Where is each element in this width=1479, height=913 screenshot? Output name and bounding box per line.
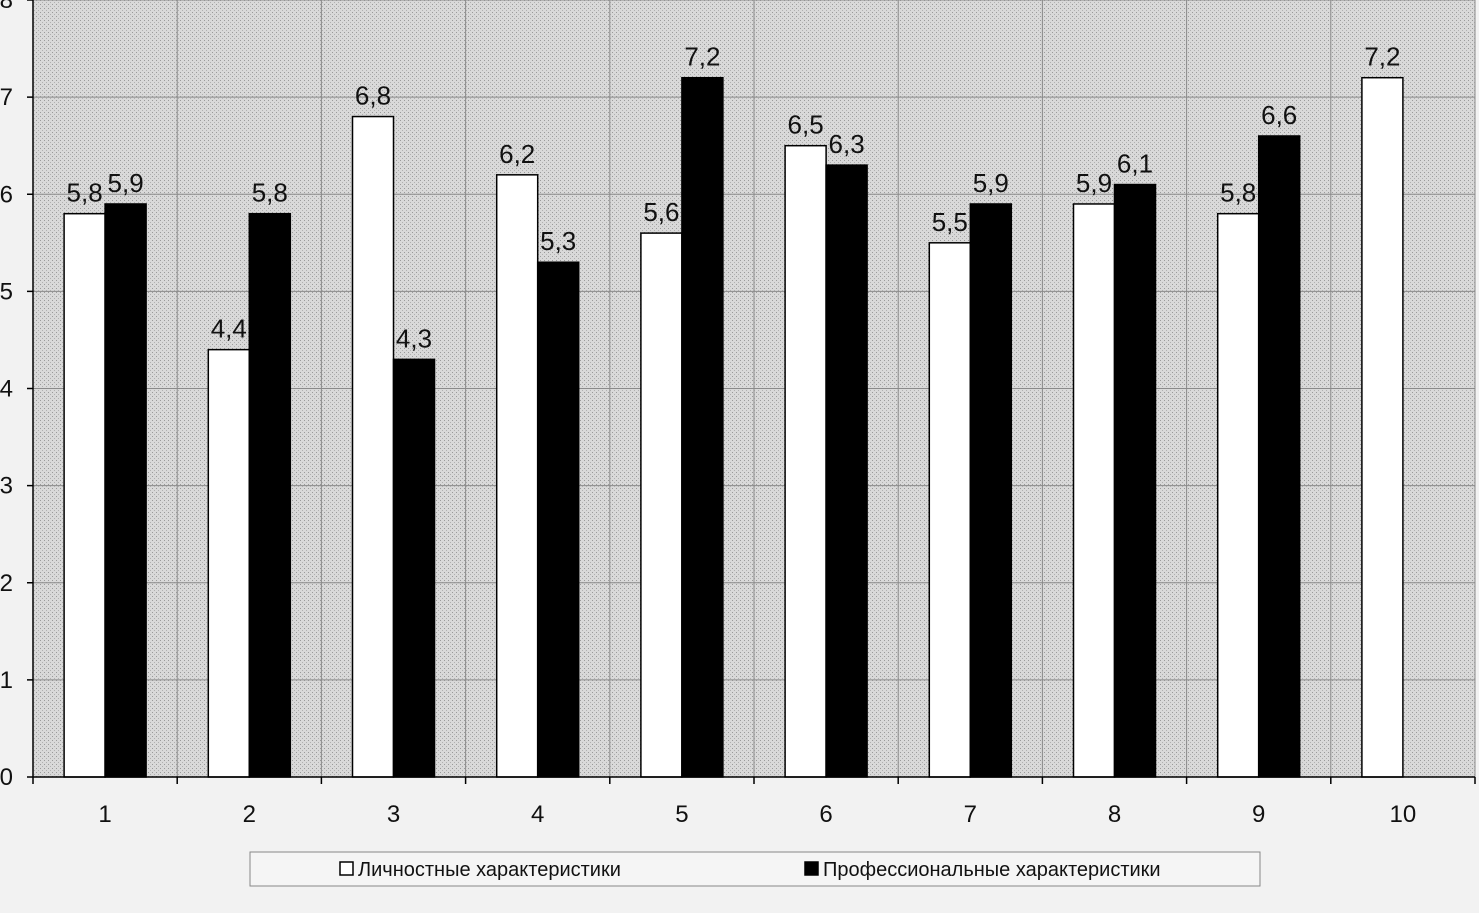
x-tick-label: 1 xyxy=(98,801,111,828)
x-tick-label: 3 xyxy=(387,801,400,828)
data-label-series2-cat5: 7,2 xyxy=(684,42,720,72)
legend-swatch-professional xyxy=(804,861,819,876)
x-axis: 1 2 3 4 5 6 7 8 9 10 xyxy=(32,776,1476,828)
bar-series1-cat1 xyxy=(63,212,106,778)
x-tick-label: 8 xyxy=(1108,801,1121,828)
bar-series2-cat4 xyxy=(536,261,580,778)
x-tick-label: 5 xyxy=(675,801,688,828)
bar-series1-cat8 xyxy=(1072,203,1116,778)
legend: Личностные характеристики Профессиональн… xyxy=(249,851,1261,887)
legend-label-personal: Личностные характеристики xyxy=(358,859,621,881)
x-tick-label: 9 xyxy=(1252,801,1265,828)
data-labels: 5,8 5,94,45,86,84,36,25,35,67,26,56,35,55… xyxy=(67,42,1401,354)
bars xyxy=(63,76,1404,778)
data-label-series1-cat4: 6,2 xyxy=(499,139,535,169)
data-label-series2-cat9: 6,6 xyxy=(1261,100,1297,130)
bar-series2-cat3 xyxy=(392,358,436,778)
data-label-series1-cat10: 7,2 xyxy=(1364,42,1400,72)
data-label-series1-cat2: 4,4 xyxy=(211,314,247,344)
x-tick-label: 7 xyxy=(964,801,977,828)
bar-series1-cat3 xyxy=(351,115,395,778)
data-label-series1-cat7: 5,5 xyxy=(932,207,968,237)
data-label-series1-cat1: 5,8 xyxy=(67,178,103,208)
data-label-series1-cat8: 5,9 xyxy=(1076,168,1112,198)
data-label-series2-cat2: 5,8 xyxy=(252,178,288,208)
y-tick-label: 7 xyxy=(0,84,13,111)
data-label-series1-cat5: 5,6 xyxy=(643,197,679,227)
legend-box xyxy=(249,851,1261,887)
y-tick-label: 1 xyxy=(0,667,13,694)
data-label-series2-cat4: 5,3 xyxy=(540,226,576,256)
x-tick-label: 4 xyxy=(531,801,544,828)
bar-series1-cat5 xyxy=(640,232,683,778)
bar-series1-cat4 xyxy=(495,174,539,778)
bar-series2-cat8 xyxy=(1113,183,1157,778)
bar-series2-cat6 xyxy=(825,164,868,778)
data-label-series1-cat9: 5,8 xyxy=(1220,178,1256,208)
y-tick-label: 2 xyxy=(0,570,13,597)
bar-series2-cat2 xyxy=(248,212,292,778)
data-label-series1-cat3: 6,8 xyxy=(355,81,391,111)
y-tick-label: 0 xyxy=(0,764,13,791)
data-label-series2-cat1: 5,9 xyxy=(108,168,144,198)
bar-series2-cat7 xyxy=(969,203,1013,778)
bar-series1-cat7 xyxy=(928,242,972,778)
bar-series2-cat5 xyxy=(681,76,724,778)
bar-series2-cat1 xyxy=(104,203,147,778)
y-axis: 0 1 2 3 4 5 6 7 8 xyxy=(0,0,34,791)
y-tick-label: 8 xyxy=(0,0,13,14)
y-tick-label: 4 xyxy=(0,376,13,403)
bar-series1-cat10 xyxy=(1361,76,1404,778)
data-label-series2-cat3: 4,3 xyxy=(396,323,432,353)
bar-series1-cat6 xyxy=(784,144,827,778)
x-tick-label: 2 xyxy=(243,801,256,828)
x-tick-label: 10 xyxy=(1390,801,1417,828)
bar-series1-cat9 xyxy=(1216,212,1260,778)
legend-label-professional: Профессиональные характеристики xyxy=(823,859,1161,881)
data-label-series2-cat6: 6,3 xyxy=(829,129,865,159)
legend-swatch-personal xyxy=(339,861,354,876)
data-label-series2-cat7: 5,9 xyxy=(973,168,1009,198)
y-tick-label: 3 xyxy=(0,473,13,500)
data-label-series1-cat6: 6,5 xyxy=(788,110,824,140)
data-label-series2-cat8: 6,1 xyxy=(1117,149,1153,179)
y-tick-label: 5 xyxy=(0,278,13,305)
x-tick-label: 6 xyxy=(819,801,832,828)
bar-series2-cat9 xyxy=(1257,135,1301,778)
y-tick-label: 6 xyxy=(0,181,13,208)
bar-series1-cat2 xyxy=(207,348,251,778)
